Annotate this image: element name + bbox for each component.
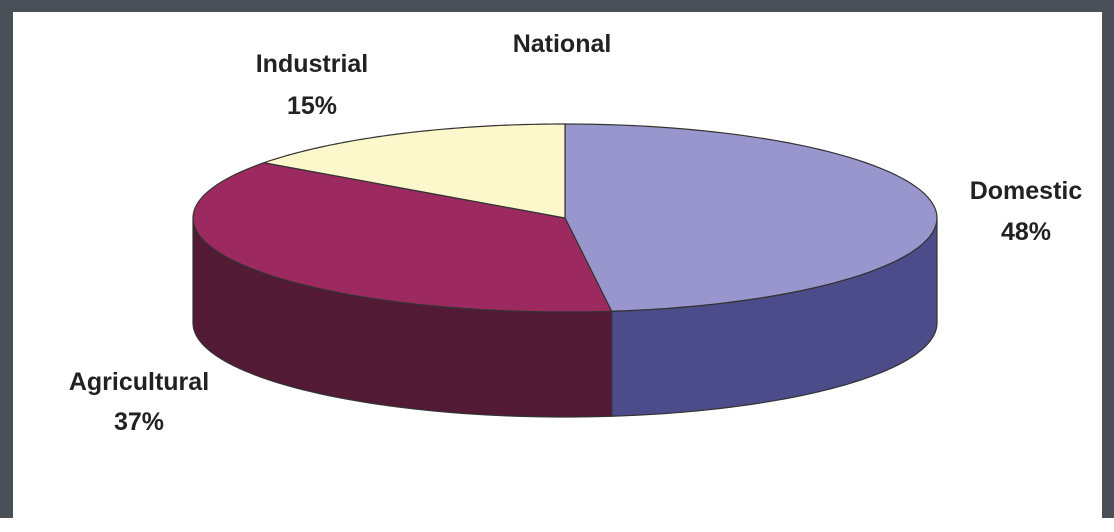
slice-label-agricultural: Agricultural (69, 368, 209, 396)
slice-label-industrial: Industrial (256, 50, 369, 78)
pie-chart: National Domestic 48% Agricultural 37% I… (69, 30, 1083, 436)
slice-percent-domestic: 48% (1001, 218, 1051, 246)
chart-frame: National Domestic 48% Agricultural 37% I… (0, 0, 1114, 518)
chart-title: National (513, 30, 612, 58)
pie-slice-domestic (564, 123, 938, 312)
slice-percent-industrial: 15% (287, 92, 337, 120)
pie-slice-industrial (263, 123, 566, 219)
pie-slice-agricultural (192, 162, 613, 313)
pie-top-faces (192, 123, 938, 313)
slice-label-domestic: Domestic (970, 177, 1083, 205)
slice-percent-agricultural: 37% (114, 408, 164, 436)
